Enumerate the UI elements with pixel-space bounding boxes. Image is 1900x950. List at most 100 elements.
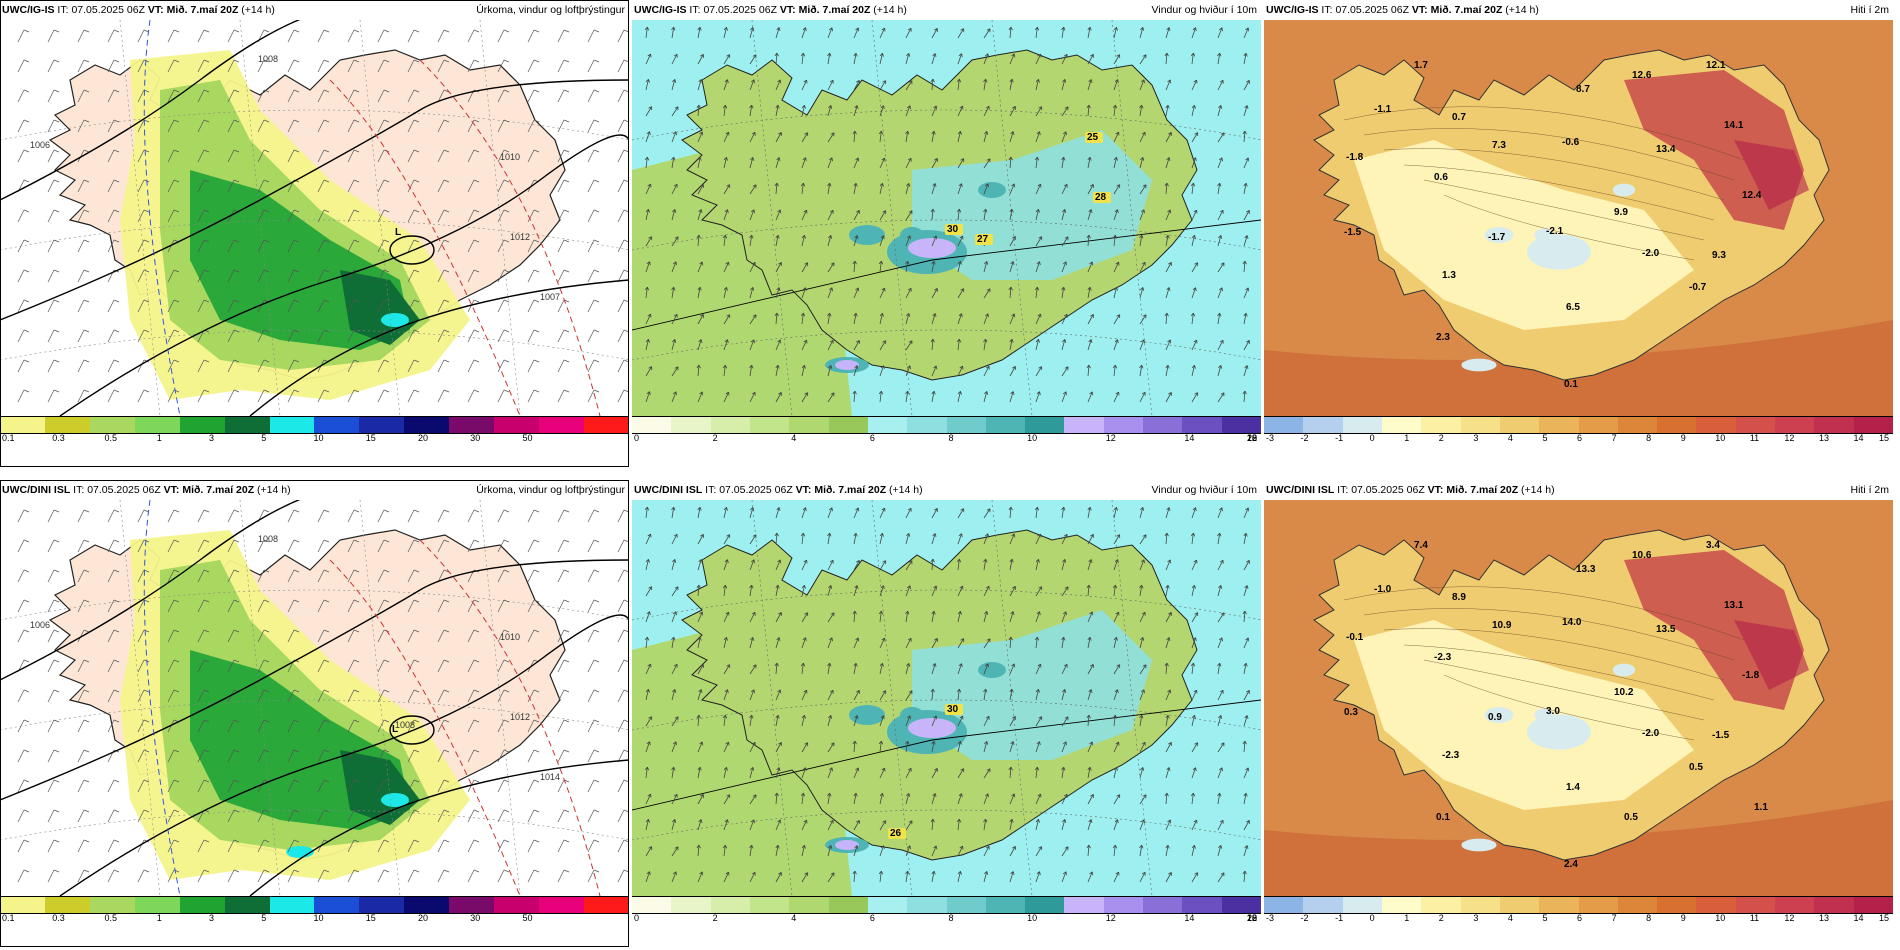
temperature-label: 2.4 [1564,859,1578,870]
colorbar-tick-label: 2 [712,433,718,443]
colorbar-swatch [1143,417,1183,433]
panel-header: UWC/IG-IS IT: 07.05.2025 06Z VT: Mið. 7.… [0,0,629,20]
lead-time: (+14 h) [1521,484,1555,496]
colorbar-tick-label: 1 [156,433,162,443]
panel-title: Vindur og hviður í 10m [1151,484,1257,496]
colorbar-swatch [359,897,405,913]
precip-map: 1006 1008 1010 1012 1007 L [0,20,629,416]
colorbar-tick-label: 4 [1507,913,1513,923]
precip-map: 1006 1008 1010 1012 1014 1008 L [0,500,629,896]
temperature-label: -1.5 [1712,730,1730,741]
colorbar-swatch [494,417,540,433]
colorbar-swatch [1460,417,1500,433]
temperature-field [1354,550,1809,852]
colorbar-swatch [269,897,315,913]
colorbar-swatch [1342,417,1382,433]
colorbar-tick-label: 20 [418,433,429,443]
colorbar-swatch [1221,897,1261,913]
lead-time: (+14 h) [889,484,923,496]
precip-colorbar-ticks: 0.1 0.3 0.5 1 3 5 10 15 20 30 50 [0,913,629,925]
colorbar-tick-label: 8 [1646,433,1652,443]
isobar-label: 1012 [510,232,530,242]
colorbar-tick-label: 6 [1577,433,1583,443]
colorbar-tick-label: -1 [1335,913,1344,923]
colorbar-tick-label: 12 [1105,913,1116,923]
temperature-label: -2.3 [1434,652,1452,663]
temperature-label: 1.4 [1566,782,1580,793]
colorbar-tick-label: 50 [522,433,533,443]
isobar-label: 1012 [510,712,530,722]
colorbar-tick-label: 7 [1611,913,1617,923]
colorbar-swatch [671,897,711,913]
colorbar-swatch [314,417,360,433]
colorbar-swatch [1657,417,1697,433]
colorbar-tick-label: 4 [791,913,797,923]
colorbar-swatch [269,417,315,433]
colorbar-swatch [1696,417,1736,433]
colorbar-swatch [494,897,540,913]
lead-time: (+14 h) [241,4,275,16]
temperature-label: 8.7 [1576,84,1590,95]
colorbar-tick-label: 12 [1784,913,1795,923]
colorbar-tick-label: 2 [1438,913,1444,923]
temperature-label: -1.1 [1374,104,1392,115]
colorbar-swatch [1617,897,1658,913]
it-label: IT: [705,484,717,496]
colorbar-tick-label: 22 [1247,913,1258,923]
colorbar-tick-label: 5 [1542,913,1548,923]
colorbar-tick-label: 6 [1577,913,1583,923]
vt-label: VT: [163,484,180,496]
temperature-label: 9.3 [1712,250,1726,261]
colorbar-tick-label: 13 [1818,433,1829,443]
colorbar-tick-label: 1 [1404,433,1410,443]
map-canvas: 1006 1008 1010 1012 1007 L [0,20,629,416]
temperature-label: 1.3 [1442,270,1456,281]
temperature-label: 0.1 [1436,812,1450,823]
colorbar-tick-label: 18 [1247,913,1258,923]
colorbar-swatch [1103,417,1144,433]
gust-label: 30 [947,704,959,715]
temperature-label: 12.6 [1632,70,1652,81]
colorbar-tick-label: 8 [948,433,954,443]
valid-time: Mið. 7.maí 20Z [166,4,239,16]
temperature-label: 13.1 [1724,600,1744,611]
colorbar-swatch [907,417,947,433]
colorbar-swatch [671,417,711,433]
temperature-label: 13.5 [1656,624,1676,635]
colorbar-swatch [359,417,405,433]
temperature-label: 0.1 [1564,379,1578,390]
temperature-label: -2.0 [1642,248,1660,259]
panel-header: UWC/DINI ISL IT: 07.05.2025 06Z VT: Mið.… [1264,480,1893,500]
temperature-label: 0.7 [1452,112,1466,123]
colorbar-swatch [1578,897,1618,913]
temperature-label: 12.1 [1706,60,1726,71]
temperature-label: -2.0 [1642,728,1660,739]
colorbar-tick-label: 2 [712,913,718,923]
colorbar-swatch [1775,897,1815,913]
colorbar-swatch [404,417,450,433]
panel-header: UWC/IG-IS IT: 07.05.2025 06Z VT: Mið. 7.… [632,0,1261,20]
colorbar-tick-label: 0 [1369,433,1375,443]
colorbar-swatch [828,897,868,913]
temperature-label: -1.8 [1742,670,1760,681]
colorbar-swatch [1182,897,1222,913]
colorbar-swatch [89,417,135,433]
colorbar-swatch [1696,897,1736,913]
colorbar-swatch [1264,897,1304,913]
panel-dini-wind: UWC/DINI ISL IT: 07.05.2025 06Z VT: Mið.… [632,480,1261,947]
isobar-label: 1006 [30,620,50,630]
panel-title: Vindur og hviður í 10m [1151,4,1257,16]
colorbar-swatch [749,897,790,913]
gust-label-box [1085,132,1103,143]
precip-field [120,530,470,880]
colorbar-tick-label: 3 [209,913,215,923]
valid-time: Mið. 7.maí 20Z [182,484,255,496]
colorbar-swatch [224,897,270,913]
colorbar-tick-label: 0.5 [104,913,118,923]
colorbar-tick-label: 30 [470,913,481,923]
map-canvas: 30 26 [632,500,1261,896]
isobar-label: 1014 [540,772,560,782]
valid-time: Mið. 7.maí 20Z [798,4,871,16]
colorbar-tick-label: 4 [1507,433,1513,443]
colorbar-swatch [583,897,629,913]
